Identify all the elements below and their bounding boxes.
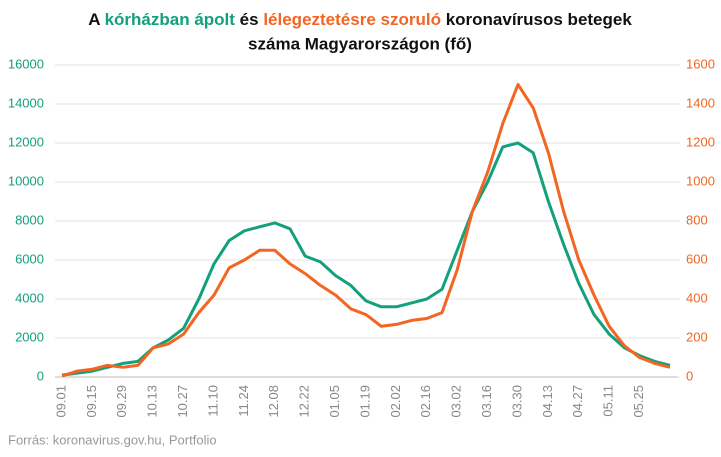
legend-entry: lélegeztetésre szoruló — [263, 10, 441, 29]
y-tick-label: 14000 — [8, 95, 44, 110]
x-tick-label: 03.02 — [449, 385, 464, 418]
legend-entry: kórházban ápolt — [105, 10, 236, 29]
x-tick-label: 02.16 — [418, 385, 433, 418]
y-tick-label: 8000 — [15, 212, 44, 227]
x-tick-label: 03.30 — [509, 385, 524, 418]
x-tick-label: 05.25 — [631, 385, 646, 418]
x-tick-label: 02.02 — [388, 385, 403, 418]
x-tick-label: 09.15 — [84, 385, 99, 418]
x-tick-label: 05.11 — [601, 385, 616, 417]
x-tick-label: 09.29 — [114, 385, 129, 418]
y-tick-label: 10000 — [8, 173, 44, 188]
y2-tick-label: 1000 — [686, 173, 715, 188]
x-tick-label: 10.13 — [145, 385, 160, 418]
x-tick-label: 01.05 — [327, 385, 342, 418]
x-tick-label: 10.27 — [175, 385, 190, 418]
y2-tick-label: 1400 — [686, 95, 715, 110]
y-tick-label: 4000 — [15, 290, 44, 305]
y2-tick-label: 1200 — [686, 134, 715, 149]
x-tick-label: 04.13 — [540, 385, 555, 418]
y2-tick-label: 1600 — [686, 56, 715, 71]
chart-title: száma Magyarországon (fő) — [248, 34, 472, 53]
y2-tick-label: 400 — [686, 290, 708, 305]
y-tick-label: 0 — [37, 368, 44, 383]
y-tick-label: 2000 — [15, 329, 44, 344]
y2-tick-label: 800 — [686, 212, 708, 227]
title-part: A — [88, 10, 100, 29]
x-tick-label: 01.19 — [357, 385, 372, 418]
title-part: koronavírusos betegek — [446, 10, 633, 29]
x-tick-label: 11.10 — [205, 385, 220, 417]
source: Forrás: koronavirus.gov.hu, Portfolio — [8, 432, 217, 447]
x-tick-label: 04.27 — [570, 385, 585, 418]
series-line — [61, 141, 671, 377]
x-tick-label: 12.08 — [266, 385, 281, 418]
y-tick-label: 12000 — [8, 134, 44, 149]
y2-tick-label: 200 — [686, 329, 708, 344]
title-part: és — [240, 10, 259, 29]
y2-tick-label: 0 — [686, 368, 693, 383]
chart-title: A kórházban ápolt és lélegeztetésre szor… — [88, 10, 632, 29]
y2-tick-label: 600 — [686, 251, 708, 266]
x-tick-label: 03.16 — [479, 385, 494, 418]
x-tick-label: 09.01 — [53, 385, 68, 418]
x-tick-label: 12.22 — [297, 385, 312, 418]
series-line — [61, 83, 671, 378]
y-tick-label: 6000 — [15, 251, 44, 266]
y-tick-label: 16000 — [8, 56, 44, 71]
x-tick-label: 11.24 — [236, 385, 251, 417]
